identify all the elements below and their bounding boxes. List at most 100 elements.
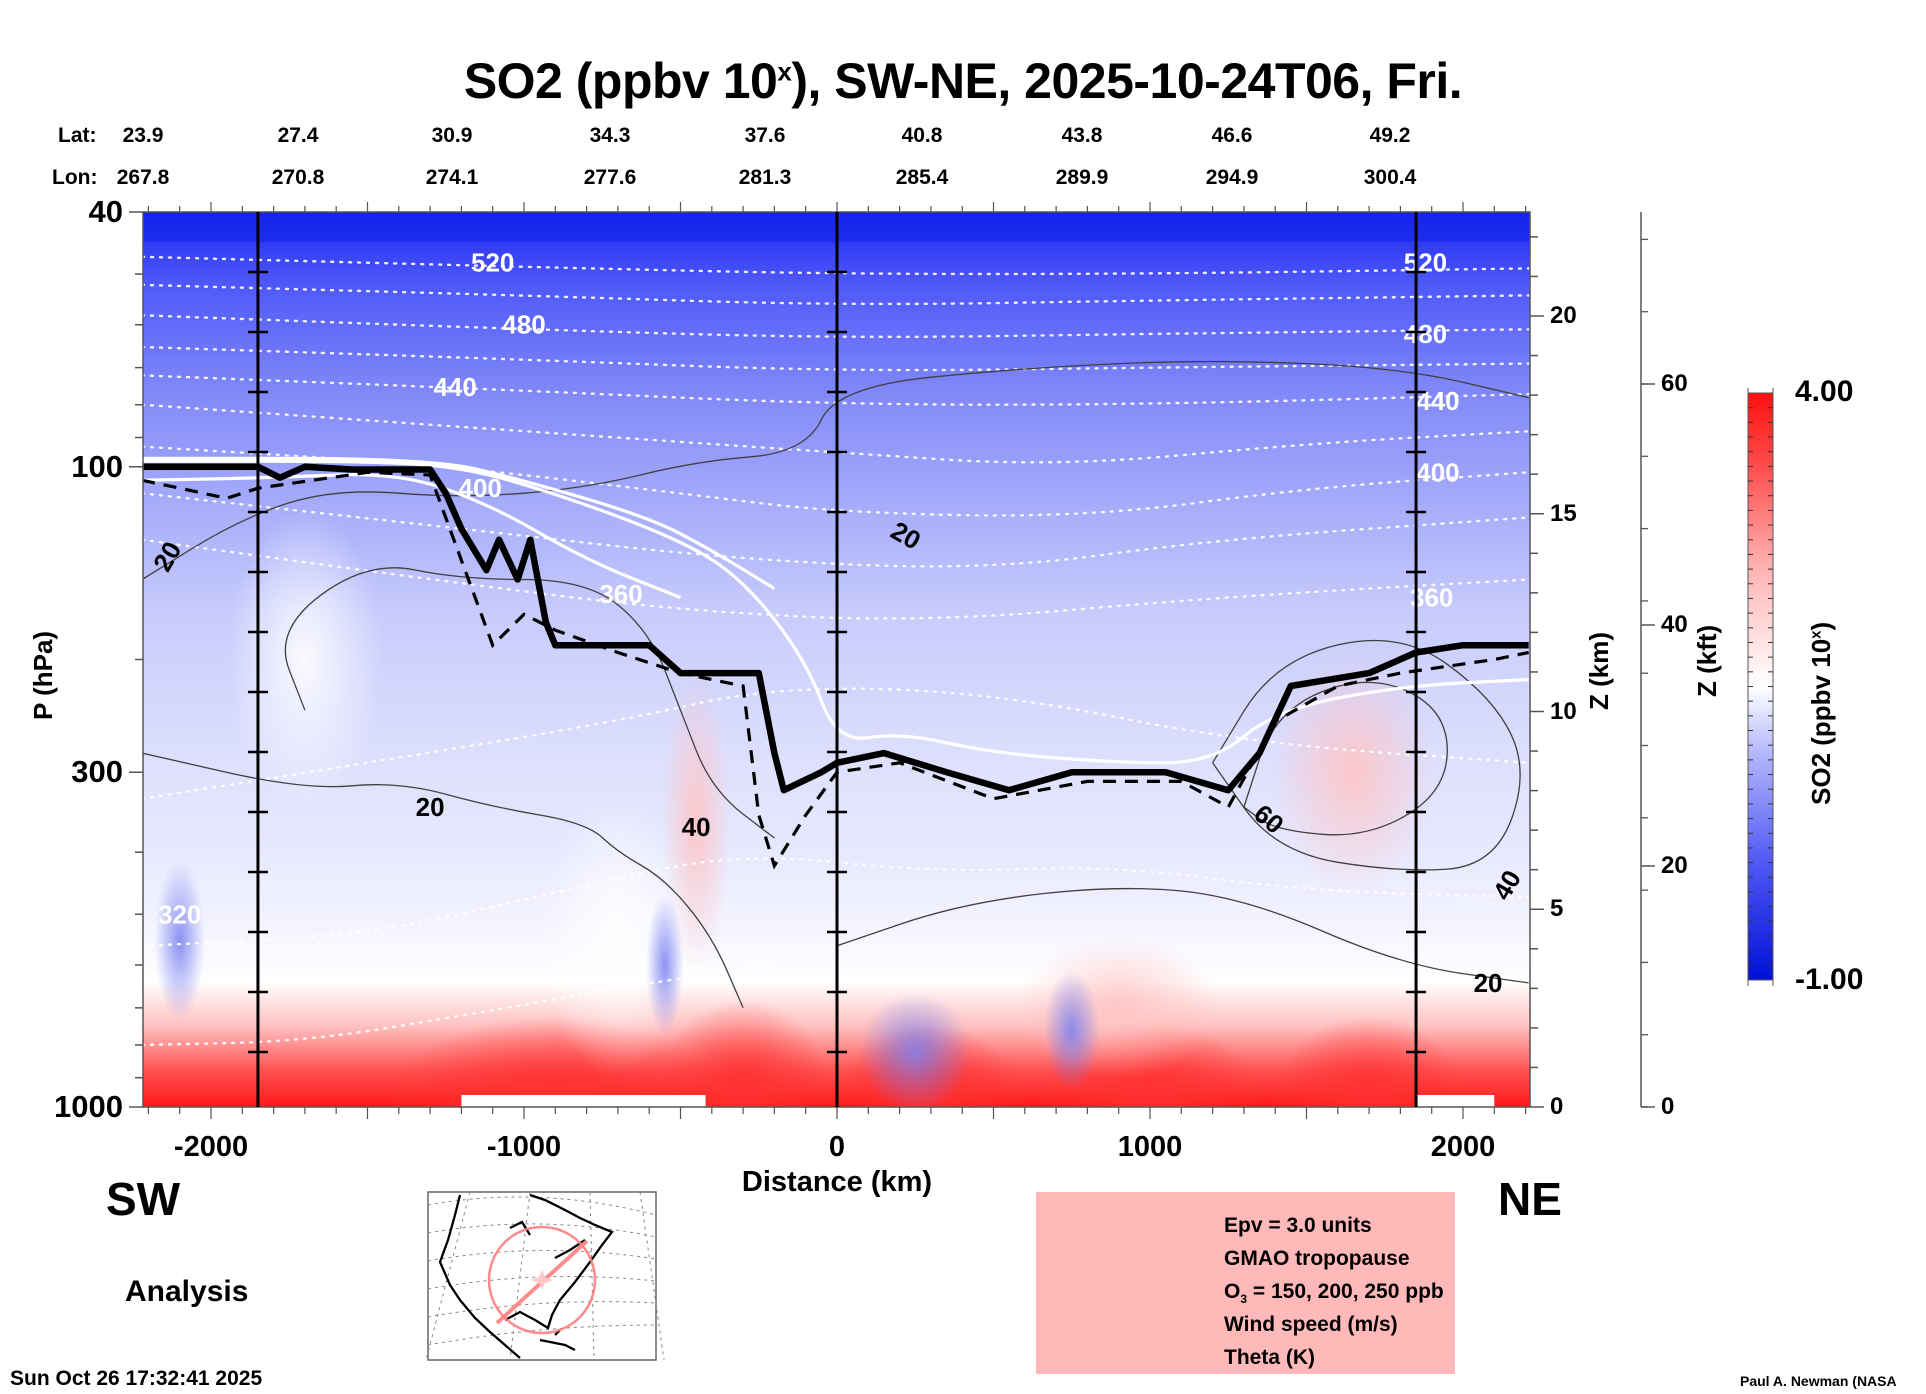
blue-pocket-sw [154, 860, 205, 1021]
blue-pocket-ne2 [1043, 970, 1100, 1091]
legend-item-theta: Theta (K) [1224, 1346, 1315, 1369]
wind-contour-40 [284, 567, 775, 839]
theta-label: 440 [1416, 386, 1459, 416]
x-axis-label: Distance (km) [741, 1166, 933, 1198]
header-lon-value: 277.6 [583, 166, 637, 189]
header-lon-value: 281.3 [738, 166, 792, 189]
y-tick-label: 40 [88, 194, 123, 229]
lat-key: Lat: [58, 124, 97, 147]
theta-label: 480 [502, 310, 545, 340]
map-latitude-line [427, 1301, 657, 1318]
colorbar-min-label: -1.00 [1795, 963, 1864, 996]
header-lon-value: 274.1 [425, 166, 479, 189]
y-tick-label: 300 [71, 754, 123, 790]
header-lon-value: 285.4 [895, 166, 949, 189]
wind-label: 40 [682, 812, 711, 842]
header-lon-value: 270.8 [271, 166, 325, 189]
header-lat-value: 40.8 [901, 124, 943, 147]
x-tick-label: -1000 [486, 1131, 562, 1163]
map-latitude-line [427, 1223, 657, 1238]
theta-label: 400 [1416, 457, 1459, 487]
colorbar [1747, 388, 1774, 986]
upper-pink-ne [1272, 652, 1435, 893]
z-kft-tick-label: 40 [1661, 611, 1688, 638]
ozone-contour-200 [143, 456, 776, 590]
theta-label: 520 [471, 248, 514, 278]
map-longitude-line [425, 1191, 471, 1361]
header-lon-value: 267.8 [116, 166, 170, 189]
ozone-contour-150 [143, 459, 1529, 765]
legend-item-wind: Wind speed (m/s) [1224, 1313, 1398, 1336]
z-km-tick-label: 20 [1550, 302, 1577, 329]
theta-contour-290 [143, 963, 776, 1047]
theta-contour-360 [143, 538, 1530, 620]
z-kft-tick-label: 0 [1661, 1093, 1675, 1120]
theta-contour-480 [143, 314, 1530, 339]
legend: Epv = 3.0 units GMAO tropopause O3 = 150… [1036, 1192, 1455, 1374]
theta-contour-380 [143, 492, 1530, 568]
epv-line [143, 470, 1530, 870]
legend-item-tropopause: GMAO tropopause [1224, 1247, 1410, 1270]
theta-contour-420 [143, 403, 1530, 464]
legend-item-epv: Epv = 3.0 units [1224, 1214, 1372, 1237]
header-lat-value: 30.9 [431, 124, 473, 147]
chart-title: SO2 (ppbv 10x), SW-NE, 2025-10-24T06, Fr… [463, 53, 1463, 109]
theta-contour-460 [143, 345, 1530, 372]
z-kft-axis-label: Z (kft) [1692, 624, 1722, 697]
z-kft-tick-label: 60 [1661, 370, 1688, 397]
z-km-axis-label: Z (km) [1584, 632, 1614, 710]
header-lon-value: 289.9 [1055, 166, 1109, 189]
white-region-sw [226, 509, 384, 810]
z-kft-tick-label: 20 [1661, 852, 1688, 879]
direction-ne: NE [1498, 1173, 1562, 1225]
header-lat-value: 27.4 [277, 124, 319, 147]
terrain-block [461, 1095, 706, 1107]
ozone-contour-250 [143, 473, 682, 599]
colorbar-max-label: 4.00 [1795, 375, 1854, 408]
wind-contour-20 [143, 360, 1529, 580]
blue-pocket-ne [858, 991, 972, 1107]
map-coastline [438, 1193, 614, 1359]
theta-contour-500 [143, 283, 1530, 306]
wind-contour-40 [1212, 639, 1521, 871]
timestamp: Sun Oct 26 17:32:41 2025 [10, 1367, 263, 1390]
theta-contour-300 [143, 857, 1530, 947]
theta-label: 440 [433, 372, 476, 402]
map-latitude-line [427, 1250, 657, 1262]
map-latitude-line [427, 1324, 657, 1346]
terrain-block [1416, 1095, 1495, 1107]
z-km-tick-label: 15 [1550, 499, 1577, 527]
colorbar-label: SO2 (ppbv 10x) [1806, 621, 1836, 805]
z-km-tick-label: 10 [1550, 697, 1577, 725]
blue-pocket-center [646, 894, 684, 1035]
header-lon-value: 300.4 [1363, 166, 1417, 189]
wind-contour-20 [836, 887, 1529, 984]
header-lon-value: 294.9 [1205, 166, 1259, 189]
x-tick-label: 1000 [1117, 1131, 1183, 1163]
x-tick-label: 2000 [1430, 1131, 1496, 1163]
header-lat-value: 23.9 [122, 124, 164, 147]
wind-label: 20 [1474, 968, 1503, 998]
header-lat-value: 43.8 [1061, 124, 1103, 147]
legend-item-ozone: O3 = 150, 200, 250 ppb [1224, 1280, 1444, 1307]
map-longitude-line [589, 1191, 595, 1361]
map-longitude-line [639, 1191, 665, 1361]
credit: Paul A. Newman (NASA [1740, 1373, 1897, 1389]
analysis-label: Analysis [125, 1275, 249, 1308]
theta-contour-320 [143, 687, 1530, 800]
z-km-tick-label: 0 [1550, 1093, 1564, 1120]
tropopause-line [143, 463, 1529, 794]
header-lat-value: 34.3 [589, 124, 631, 147]
wind-label: 20 [416, 792, 445, 822]
x-tick-label: 0 [828, 1131, 846, 1163]
theta-label: 360 [599, 579, 642, 609]
map-inset [425, 1191, 665, 1361]
map-center-star-icon [531, 1270, 553, 1290]
theta-label: 400 [458, 473, 501, 503]
header-lat-value: 46.6 [1211, 124, 1253, 147]
axes-layer [129, 202, 1655, 1119]
z-km-tick-label: 5 [1550, 895, 1564, 923]
theta-contour-520 [143, 255, 1530, 276]
header-lat-value: 37.6 [744, 124, 786, 147]
